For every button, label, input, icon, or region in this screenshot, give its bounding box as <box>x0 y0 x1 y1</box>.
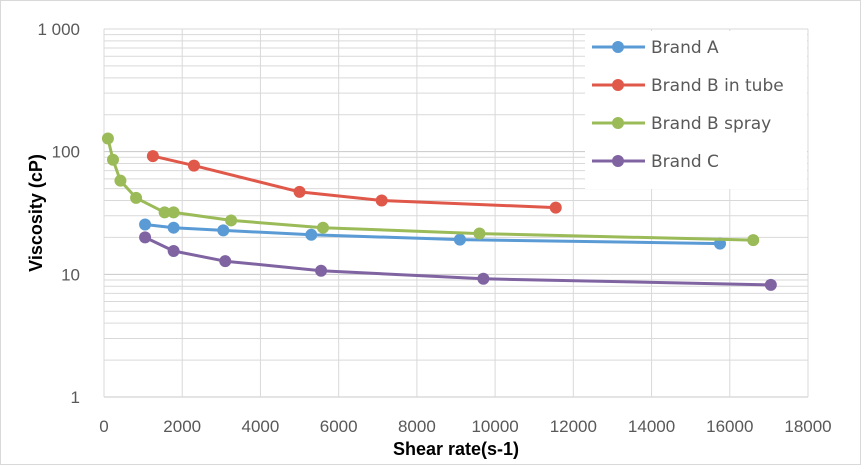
data-point <box>473 227 486 240</box>
series-brand-c <box>139 231 777 291</box>
data-point <box>187 159 200 172</box>
x-tick-label: 12000 <box>550 417 597 436</box>
series-line <box>144 223 721 246</box>
y-axis-title: Viscosity (cP) <box>26 154 46 272</box>
data-point <box>219 255 232 268</box>
series-brand-a <box>139 218 726 250</box>
y-tick-label: 10 <box>61 265 80 284</box>
data-point <box>549 201 562 214</box>
legend-item: Brand B spray <box>592 114 771 134</box>
legend-item: Brand C <box>592 152 719 172</box>
data-point <box>217 224 230 237</box>
data-point <box>139 218 152 231</box>
series-brand-b-in-tube <box>146 150 562 214</box>
legend-marker <box>612 155 624 167</box>
x-tick-label: 0 <box>99 417 108 436</box>
gridlines <box>103 28 809 398</box>
data-point <box>747 234 760 247</box>
legend-item: Brand B in tube <box>592 76 784 96</box>
x-tick-label: 8000 <box>398 417 436 436</box>
data-point <box>167 244 180 257</box>
data-point <box>114 174 127 187</box>
data-point <box>225 214 238 227</box>
data-point <box>293 185 306 198</box>
legend-label: Brand C <box>651 152 719 172</box>
x-tick-label: 2000 <box>163 417 201 436</box>
data-point <box>477 272 490 285</box>
x-tick-label: 14000 <box>628 417 675 436</box>
y-tick-label: 1 000 <box>37 20 80 39</box>
legend-marker <box>612 117 624 129</box>
data-point <box>167 206 180 219</box>
data-point <box>375 194 388 207</box>
x-axis-title: Shear rate(s-1) <box>393 439 519 459</box>
plot-area <box>101 132 777 291</box>
data-point <box>130 191 143 204</box>
data-point <box>167 221 180 234</box>
data-point <box>146 150 159 163</box>
legend-marker <box>612 41 624 53</box>
x-tick-label: 10000 <box>471 417 518 436</box>
y-tick-label: 1 <box>71 388 80 407</box>
data-point <box>453 233 466 246</box>
data-point <box>158 206 171 219</box>
data-point <box>317 221 330 234</box>
series-brand-b-spray <box>101 132 760 247</box>
data-point <box>315 264 328 277</box>
data-point <box>139 231 152 244</box>
x-tick-label: 18000 <box>784 417 831 436</box>
x-tick-label: 4000 <box>242 417 280 436</box>
data-point <box>764 278 777 291</box>
x-tick-label: 6000 <box>320 417 358 436</box>
data-point <box>305 228 318 241</box>
legend-item: Brand A <box>592 38 719 58</box>
data-point <box>106 153 119 166</box>
axis-labels: 0 2000 4000 6000 8000 10000 12000 14000 16000 180… <box>37 20 831 436</box>
y-tick-label: 100 <box>52 143 80 162</box>
data-point <box>101 132 114 145</box>
legend-label: Brand A <box>651 38 719 58</box>
x-tick-label: 16000 <box>706 417 753 436</box>
legend: Brand A Brand B in tube Brand B spray Brand… <box>585 31 807 189</box>
legend-label: Brand B spray <box>651 114 771 134</box>
legend-label: Brand B in tube <box>651 76 784 96</box>
legend-marker <box>612 79 624 91</box>
